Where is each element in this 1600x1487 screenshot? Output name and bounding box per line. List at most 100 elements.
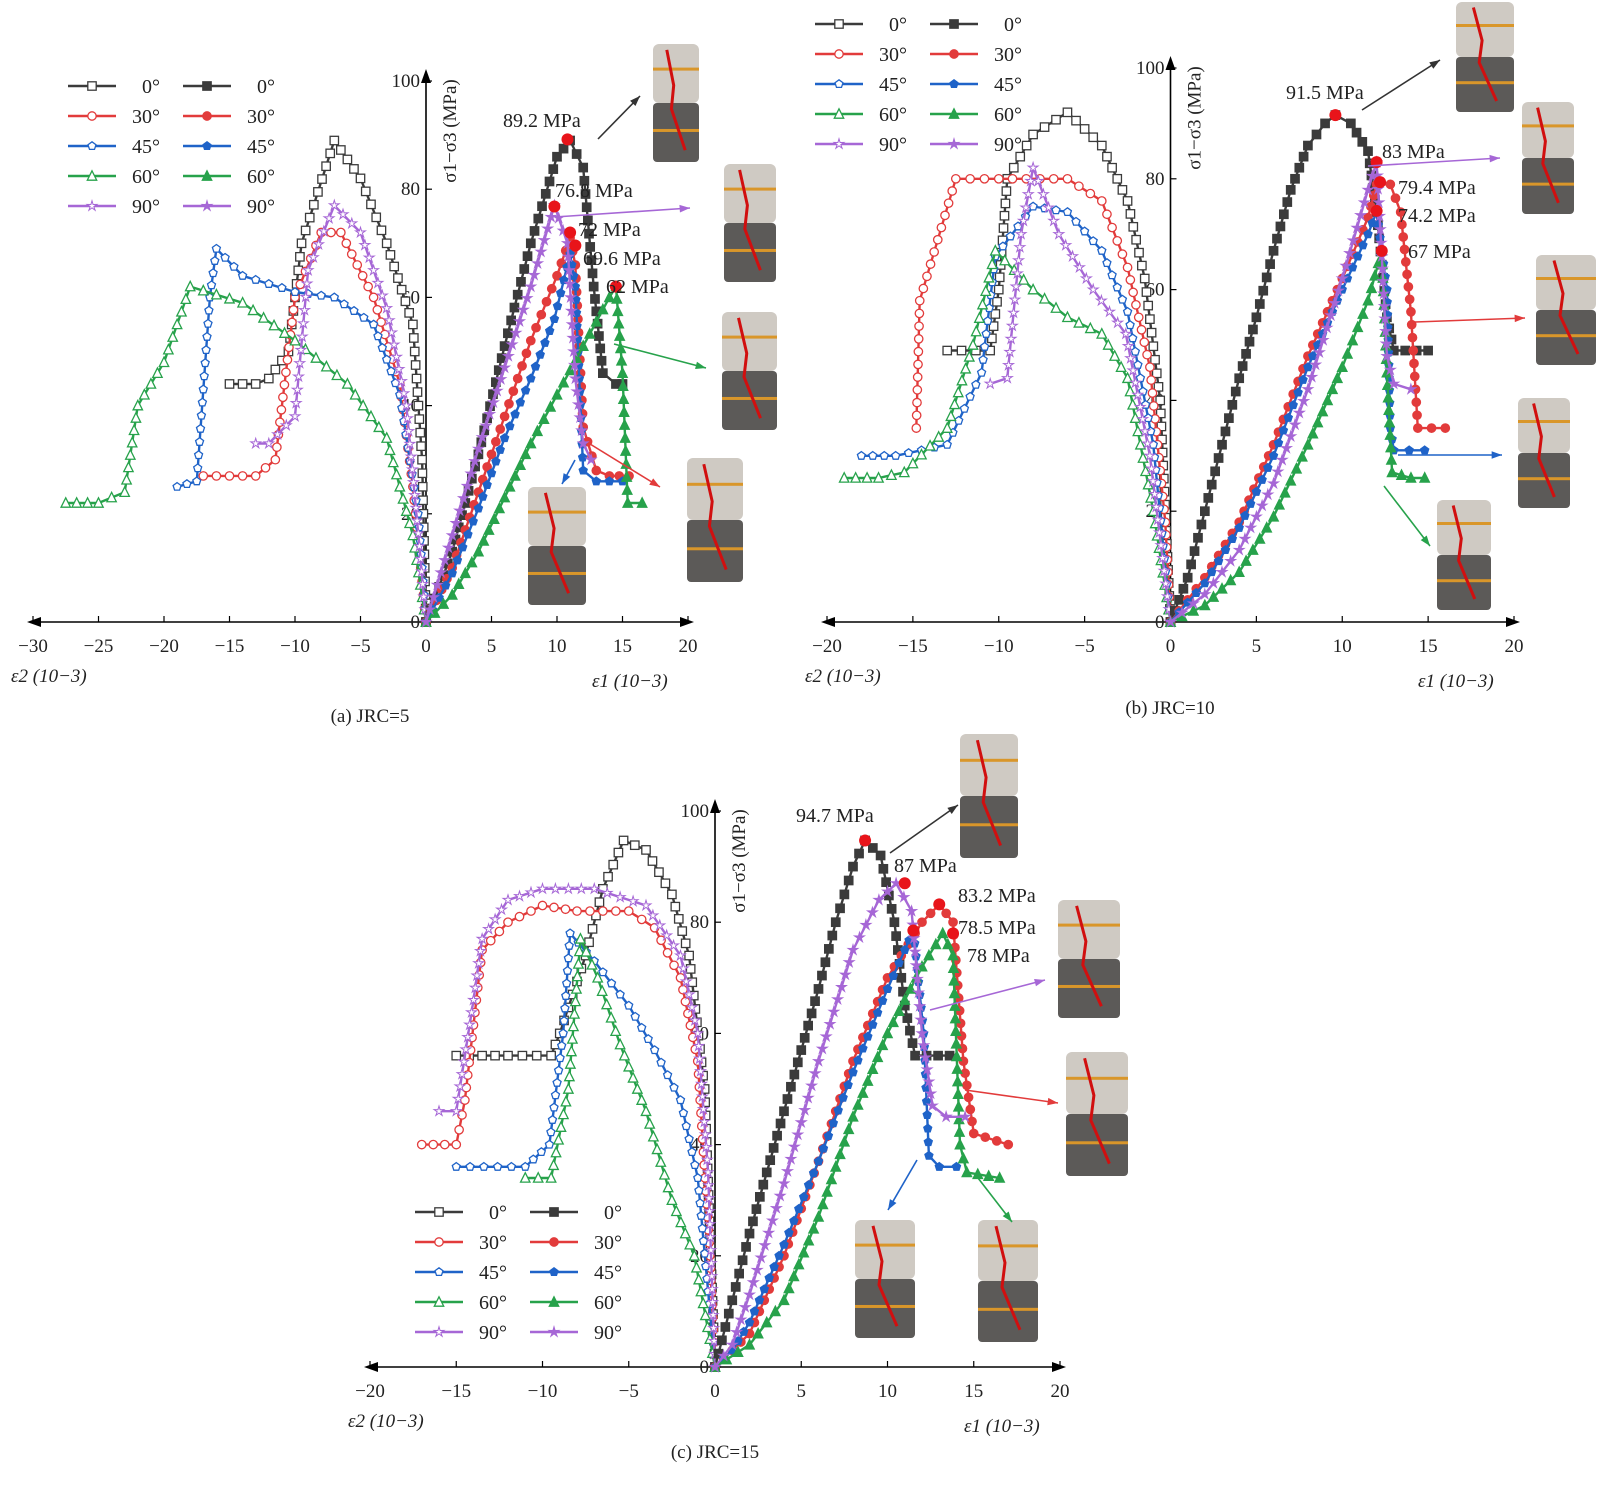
data-point [561, 990, 571, 1000]
data-point [1062, 206, 1073, 217]
data-point [1088, 236, 1098, 246]
data-point [524, 279, 538, 293]
data-point [1303, 362, 1313, 372]
data-point [1128, 287, 1138, 298]
data-point [287, 317, 297, 328]
x-tick-label: 0 [1166, 636, 1176, 657]
data-point [457, 1110, 467, 1120]
data-point [1328, 296, 1342, 309]
peak-marker [1374, 176, 1387, 189]
data-point [409, 346, 420, 357]
data-point [516, 302, 530, 316]
rubber-band [960, 823, 1018, 827]
pointer-arrowhead [679, 204, 690, 213]
data-point [1021, 187, 1035, 200]
data-point [503, 917, 513, 928]
data-point [345, 216, 359, 230]
data-point [708, 1360, 722, 1373]
data-point [479, 1161, 489, 1171]
data-point [886, 904, 897, 914]
data-point [166, 330, 179, 342]
data-point [815, 1041, 829, 1055]
rubber-band [687, 482, 743, 486]
data-point [606, 978, 617, 988]
data-point [260, 462, 271, 473]
data-point [290, 382, 304, 396]
legend-marker [87, 111, 97, 121]
data-point [486, 449, 497, 460]
x-axis-arrow-right [680, 617, 694, 627]
data-point [494, 372, 508, 385]
data-point [918, 283, 929, 294]
data-point [1383, 403, 1395, 415]
rubber-band [1066, 1076, 1128, 1080]
pointer-arrow [1367, 157, 1501, 167]
specimen-photo [1437, 500, 1491, 610]
data-point [1072, 260, 1087, 273]
data-point [512, 289, 523, 300]
data-point [998, 223, 1009, 233]
data-point [1351, 320, 1364, 333]
crack-line [737, 317, 762, 419]
data-point [162, 343, 175, 355]
data-point [417, 481, 428, 492]
data-point [410, 360, 421, 370]
data-point [208, 268, 218, 278]
data-point [999, 210, 1010, 221]
data-point [1217, 439, 1227, 450]
data-point [1117, 249, 1128, 259]
data-point [651, 1142, 663, 1155]
data-point [619, 431, 631, 443]
legend-label: 90° [879, 134, 907, 156]
data-point [1107, 222, 1117, 233]
data-point [858, 1043, 868, 1053]
x-tick-label: 10 [878, 1381, 897, 1402]
data-point [524, 885, 538, 899]
data-point [954, 1137, 966, 1150]
data-point [970, 324, 982, 337]
panel-caption: (c) JRC=15 [671, 1442, 759, 1463]
data-point [1009, 279, 1023, 293]
data-point [698, 1127, 712, 1141]
data-point [196, 410, 207, 420]
legend-marker [948, 107, 960, 119]
data-point [929, 247, 940, 257]
specimen-top [1437, 500, 1491, 555]
data-point [555, 1120, 567, 1132]
x-axis-label-left: ε2 (10−3) [11, 666, 87, 687]
data-point [613, 890, 627, 903]
data-point [857, 1086, 869, 1098]
data-point [839, 889, 850, 900]
data-point [1102, 338, 1114, 350]
data-point [880, 884, 895, 898]
data-point [670, 901, 681, 912]
data-point [835, 980, 848, 993]
data-point [499, 341, 510, 351]
data-point [923, 1137, 934, 1147]
data-point [537, 233, 551, 246]
data-point [856, 450, 867, 460]
data-point [991, 1136, 1002, 1146]
x-tick-label: 0 [710, 1381, 720, 1402]
data-point [498, 360, 512, 374]
data-point [905, 904, 919, 917]
data-point [1331, 371, 1344, 384]
peak-label: 83.2 MPa [958, 885, 1036, 907]
data-point [468, 980, 482, 994]
data-point [947, 948, 959, 961]
specimen-bottom [1522, 158, 1574, 214]
data-point [680, 938, 691, 949]
data-point [682, 987, 696, 1001]
data-point [583, 327, 596, 339]
data-point [1062, 107, 1073, 118]
data-point [1130, 346, 1141, 356]
data-point [580, 189, 591, 199]
data-point [567, 1019, 580, 1032]
data-point [818, 1143, 829, 1153]
data-point [1117, 185, 1128, 195]
x-tick-label: −20 [812, 636, 842, 657]
data-point [1124, 351, 1138, 364]
x-tick-label: 5 [797, 1381, 807, 1402]
data-point [687, 1146, 697, 1157]
data-point [199, 371, 209, 381]
